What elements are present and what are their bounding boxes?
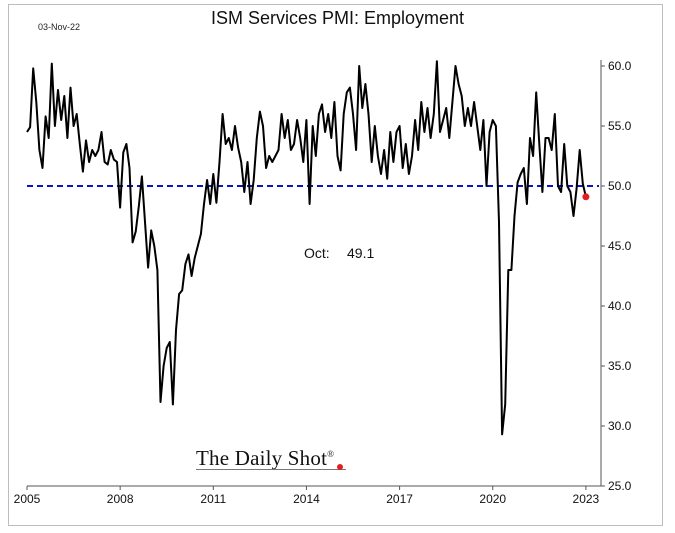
annotation-label: Oct: (304, 245, 330, 261)
chart-date: 03-Nov-22 (38, 22, 81, 32)
brand-name: The Daily Shot (196, 446, 328, 470)
y-tick-label: 40.0 (608, 299, 632, 313)
y-tick-label: 60.0 (608, 59, 632, 73)
y-tick-label: 35.0 (608, 359, 632, 373)
brand-dot (337, 464, 343, 470)
chart-title: ISM Services PMI: Employment (210, 8, 465, 28)
y-tick-label: 55.0 (608, 119, 632, 133)
latest-point-marker (582, 193, 590, 201)
x-tick-label: 2017 (386, 492, 413, 506)
y-tick-label: 45.0 (608, 239, 632, 253)
x-tick-label: 2005 (14, 492, 41, 506)
brand-logo: The Daily Shot® (196, 446, 334, 471)
y-tick-label: 50.0 (608, 179, 632, 193)
chart-frame (8, 4, 663, 526)
annotation-value: 49.1 (347, 245, 374, 261)
x-tick-label: 2014 (293, 492, 320, 506)
brand-mark: ® (327, 449, 335, 459)
x-tick-label: 2011 (200, 492, 226, 506)
y-tick-label: 30.0 (608, 419, 632, 433)
x-tick-label: 2023 (573, 492, 600, 506)
series-line (26, 60, 587, 436)
brand-underline (196, 469, 346, 470)
x-tick-label: 2008 (107, 492, 134, 506)
x-tick-label: 2020 (479, 492, 506, 506)
y-tick-label: 25.0 (608, 479, 632, 493)
